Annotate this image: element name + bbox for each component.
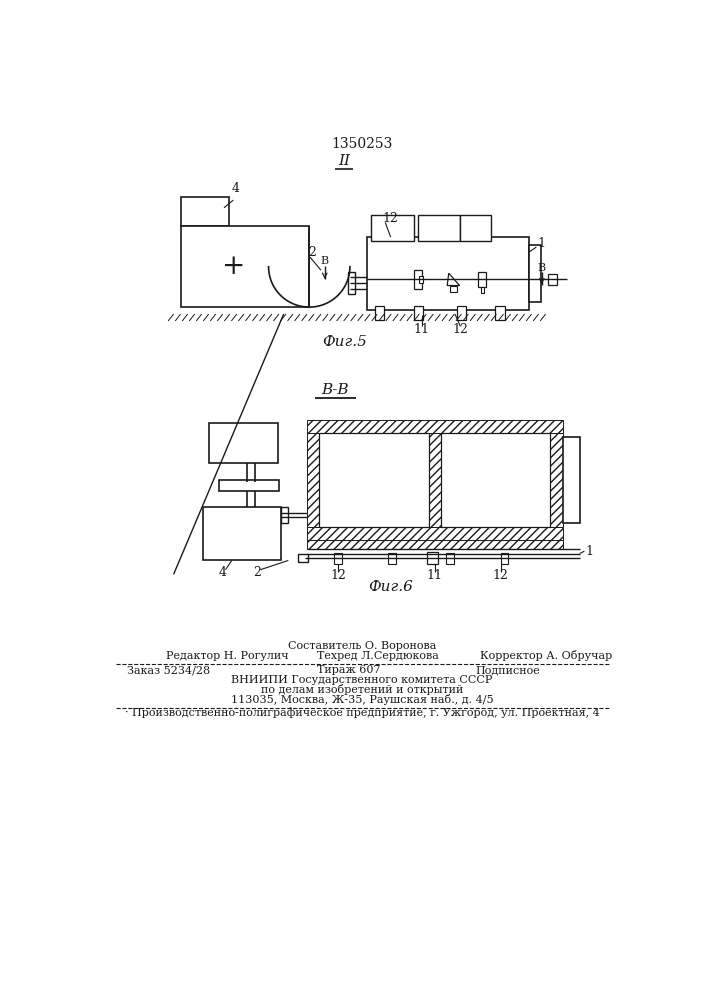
Bar [307, 527, 563, 540]
Text: 2: 2 [253, 566, 262, 579]
Text: · Производственно-полиграфическое предприятие, г. Ужгород, ул. Проектная, 4: · Производственно-полиграфическое предпр… [124, 708, 600, 718]
Text: В: В [321, 256, 329, 266]
Text: 1350253: 1350253 [332, 137, 392, 151]
Bar [495, 306, 505, 320]
Text: Техред Л.Сердюкова: Техред Л.Сердюкова [317, 651, 439, 661]
Bar [419, 276, 423, 283]
Bar [563, 437, 580, 523]
Bar [182, 226, 309, 307]
Text: Корректор А. Обручар: Корректор А. Обручар [480, 650, 612, 661]
Text: Заказ 5234/28: Заказ 5234/28 [127, 665, 210, 675]
Text: Фиг.5: Фиг.5 [322, 335, 366, 349]
Text: +: + [221, 253, 245, 280]
Text: 11: 11 [414, 323, 430, 336]
Bar [298, 554, 308, 562]
Bar [307, 540, 563, 549]
Bar [460, 215, 491, 241]
Text: 4: 4 [232, 182, 240, 195]
Bar [307, 420, 563, 433]
Bar [446, 553, 454, 564]
Bar [427, 552, 438, 564]
Text: В: В [538, 263, 546, 273]
Text: Фиг.6: Фиг.6 [368, 580, 413, 594]
Bar [478, 272, 486, 287]
Bar [418, 215, 460, 241]
Bar [450, 286, 457, 292]
Text: Составитель О. Воронова: Составитель О. Воронова [288, 641, 436, 651]
Bar [371, 215, 414, 241]
Bar [441, 433, 550, 527]
Text: ВНИИПИ Государственного комитета СССР: ВНИИПИ Государственного комитета СССР [231, 675, 493, 685]
Text: Тираж 607: Тираж 607 [317, 665, 380, 675]
Bar [203, 507, 281, 560]
Bar [182, 197, 230, 226]
Bar [388, 553, 396, 564]
Bar [548, 274, 557, 285]
Bar [218, 480, 279, 491]
Bar [375, 306, 385, 320]
Bar [457, 306, 466, 320]
Polygon shape [448, 273, 460, 286]
Text: 12: 12 [330, 569, 346, 582]
Bar [320, 433, 428, 527]
Bar [481, 287, 484, 293]
Bar [368, 237, 529, 310]
Text: II: II [338, 154, 350, 168]
Text: 12: 12 [383, 212, 399, 225]
Bar [529, 245, 541, 302]
Text: В-В: В-В [321, 383, 349, 397]
Text: 4: 4 [218, 566, 226, 579]
Text: 113035, Москва, Ж-35, Раушская наб., д. 4/5: 113035, Москва, Ж-35, Раушская наб., д. … [230, 694, 493, 705]
Bar [414, 306, 423, 320]
Text: 1: 1 [538, 237, 546, 250]
Bar [209, 423, 279, 463]
Text: 1: 1 [586, 545, 594, 558]
Text: Редактор Н. Рогулич: Редактор Н. Рогулич [166, 651, 288, 661]
Bar [281, 507, 288, 523]
Text: 12: 12 [493, 569, 508, 582]
Bar [348, 272, 356, 294]
Text: Подписное: Подписное [476, 665, 541, 675]
Text: 12: 12 [452, 323, 468, 336]
Bar [414, 270, 421, 289]
Text: 2: 2 [308, 246, 315, 259]
Text: 11: 11 [427, 569, 443, 582]
Bar [334, 553, 341, 564]
Text: по делам изобретений и открытий: по делам изобретений и открытий [261, 684, 463, 695]
Bar [550, 433, 563, 527]
Bar [307, 433, 320, 527]
Bar [428, 433, 441, 527]
Bar [501, 553, 508, 564]
